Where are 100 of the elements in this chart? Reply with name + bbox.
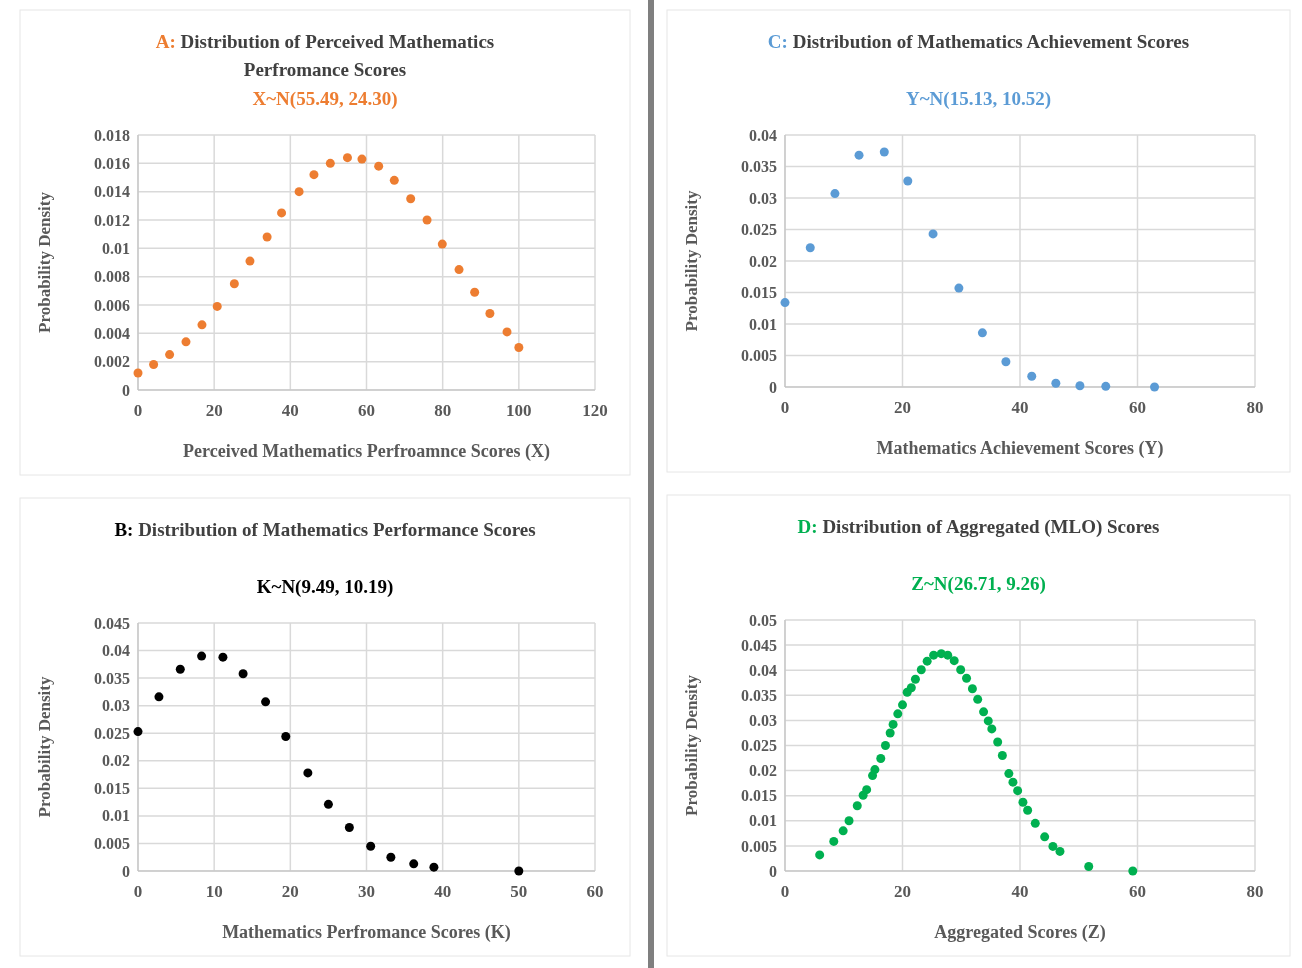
point: [1084, 861, 1094, 871]
y-tick-label: 0.03: [749, 189, 777, 207]
y-tick-label: 0.014: [94, 183, 130, 201]
point: [838, 826, 848, 836]
point: [997, 751, 1007, 761]
point: [181, 337, 191, 347]
y-tick-label: 0.016: [94, 154, 130, 172]
point: [294, 187, 304, 197]
point: [1027, 371, 1037, 381]
x-tick-label: 30: [358, 882, 375, 901]
point: [949, 656, 959, 666]
y-tick-label: 0.018: [94, 126, 130, 144]
chart-subtitle: Y~N(15.13, 10.52): [906, 88, 1051, 110]
y-tick-label: 0.01: [102, 239, 130, 257]
point: [175, 664, 185, 674]
point: [977, 328, 987, 338]
point: [903, 176, 913, 186]
point: [854, 150, 864, 160]
point: [133, 727, 143, 737]
x-tick-label: 50: [510, 882, 528, 901]
point: [281, 732, 291, 742]
point: [967, 684, 977, 694]
point: [973, 694, 983, 704]
y-tick-label: 0.015: [94, 779, 130, 797]
point: [197, 651, 207, 661]
y-axis-title: Probability Density: [682, 190, 701, 332]
point: [514, 343, 524, 352]
chart-title: A: Distribution of Perceived Mathematics Perfromance Scores: [155, 31, 495, 80]
point: [323, 799, 333, 809]
point: [910, 674, 920, 684]
point: [898, 700, 907, 710]
x-axis-title: Perceived Mathematics Perfroamnce Scores (X): [183, 441, 550, 462]
point: [437, 239, 447, 249]
y-tick-label: 0.005: [94, 835, 130, 853]
y-tick-label: 0.015: [741, 787, 777, 805]
point: [406, 194, 416, 204]
x-tick-label: 40: [1011, 398, 1029, 417]
point: [829, 836, 839, 846]
x-axis-title: Mathematics Perfromance Scores (K): [222, 922, 511, 943]
point: [245, 256, 255, 266]
point: [906, 683, 916, 693]
x-tick-label: 60: [586, 882, 604, 901]
point: [1023, 805, 1033, 815]
point: [1128, 866, 1138, 876]
point: [830, 189, 840, 199]
point: [374, 161, 384, 171]
y-tick-label: 0.01: [749, 315, 777, 333]
point: [514, 866, 524, 876]
y-axis-title: Probability Density: [35, 191, 54, 333]
point: [366, 841, 376, 851]
point: [880, 741, 890, 750]
y-tick-label: 0: [122, 381, 130, 399]
point: [1075, 381, 1085, 391]
point: [262, 232, 272, 242]
chart-title: B: Distribution of Mathematics Performance Scores: [114, 519, 536, 540]
point: [277, 208, 287, 218]
point: [409, 859, 419, 869]
x-tick-label: 10: [205, 882, 223, 901]
point: [325, 158, 335, 168]
point: [928, 229, 938, 239]
point: [862, 785, 872, 795]
point: [344, 822, 354, 832]
point: [929, 650, 939, 660]
x-tick-label: 40: [434, 882, 452, 901]
point: [888, 719, 898, 729]
point: [1101, 381, 1111, 391]
chart-subtitle: X~N(55.49, 24.30): [252, 88, 398, 110]
x-tick-label: 120: [582, 401, 608, 420]
point: [979, 707, 989, 717]
x-tick-label: 60: [358, 401, 375, 420]
x-tick-label: 20: [205, 401, 223, 420]
point: [470, 287, 480, 297]
y-tick-label: 0.03: [749, 712, 777, 729]
y-tick-label: 0.005: [741, 837, 777, 855]
point: [485, 309, 495, 318]
point: [229, 279, 239, 289]
y-tick-label: 0: [769, 862, 777, 880]
x-tick-label: 40: [281, 401, 299, 420]
chart-subtitle: K~N(9.49, 10.19): [256, 576, 394, 598]
x-axis-title: Mathematics Achievement Scores (Y): [876, 438, 1164, 459]
point: [1001, 357, 1011, 367]
point: [1013, 786, 1023, 796]
point: [1150, 382, 1160, 392]
point: [943, 650, 953, 660]
y-tick-label: 0.045: [94, 614, 130, 632]
y-tick-label: 0.02: [749, 252, 777, 270]
x-tick-label: 60: [1129, 398, 1146, 417]
point: [922, 656, 932, 666]
point: [303, 768, 313, 778]
x-tick-label: 100: [506, 401, 532, 420]
x-axis-title: Aggregated Scores (Z): [934, 922, 1106, 943]
point: [844, 816, 854, 826]
y-tick-label: 0.045: [741, 636, 777, 654]
point: [1004, 769, 1014, 779]
point: [133, 368, 143, 378]
y-tick-label: 0.02: [102, 752, 130, 770]
point: [916, 665, 926, 675]
y-tick-label: 0.01: [102, 807, 130, 825]
point: [954, 283, 964, 293]
point: [780, 298, 790, 308]
